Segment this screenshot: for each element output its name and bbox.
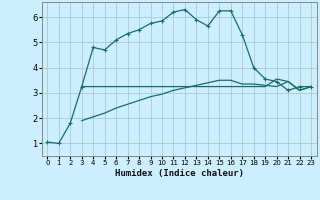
X-axis label: Humidex (Indice chaleur): Humidex (Indice chaleur) — [115, 169, 244, 178]
